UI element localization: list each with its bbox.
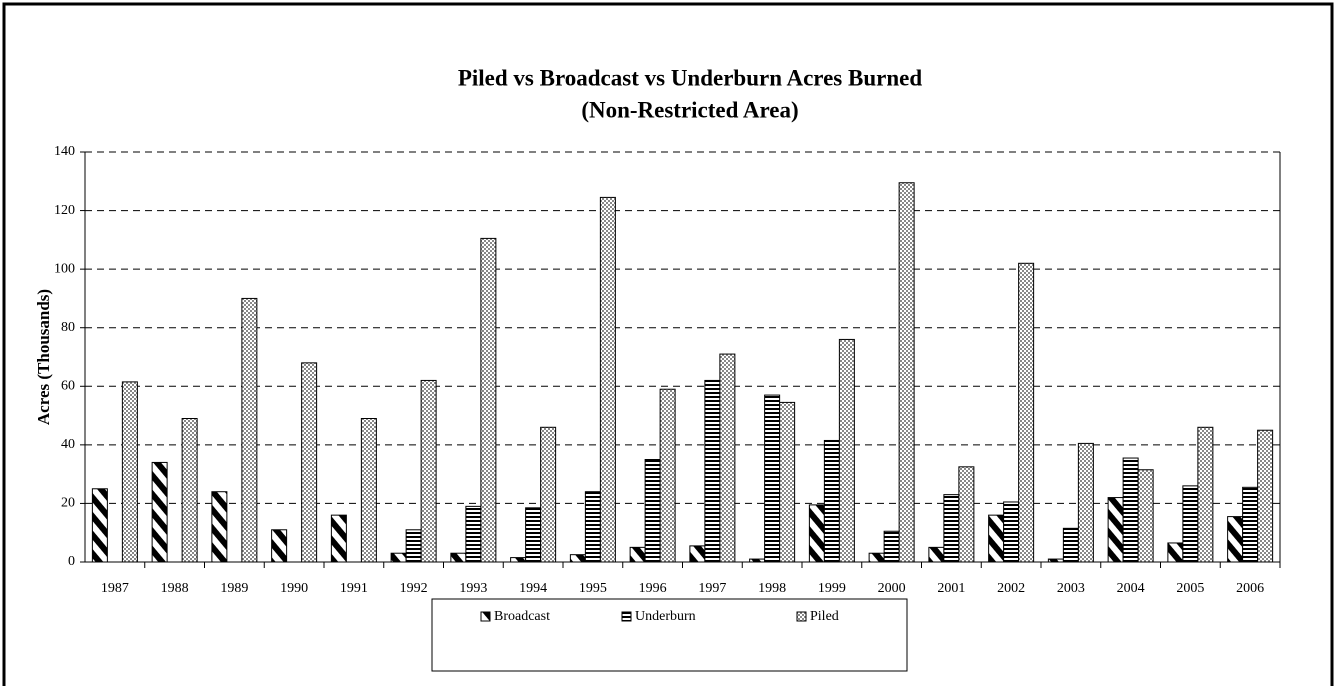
bar bbox=[1107, 497, 1124, 563]
x-tick-label: 1994 bbox=[519, 581, 547, 596]
x-tick-label: 2005 bbox=[1176, 581, 1204, 596]
x-tick-label: 2004 bbox=[1117, 581, 1145, 596]
bar bbox=[928, 546, 945, 563]
bar bbox=[1062, 527, 1079, 563]
bar bbox=[181, 418, 198, 563]
bar bbox=[838, 338, 855, 563]
bar bbox=[644, 459, 661, 563]
bar bbox=[1122, 457, 1139, 563]
chart-title: Piled vs Broadcast vs Underburn Acres Bu… bbox=[458, 65, 923, 90]
x-tick-label: 1988 bbox=[161, 581, 189, 596]
bar bbox=[1257, 429, 1274, 563]
bar bbox=[1167, 542, 1184, 563]
x-tick-label: 2001 bbox=[937, 581, 965, 596]
x-tick-label: 1998 bbox=[758, 581, 786, 596]
bar bbox=[1197, 426, 1214, 563]
x-tick-label: 1991 bbox=[340, 581, 368, 596]
bar bbox=[659, 388, 676, 563]
legend-label: Broadcast bbox=[494, 609, 550, 624]
legend-swatch bbox=[621, 611, 632, 622]
bar bbox=[719, 353, 736, 563]
bar bbox=[1077, 442, 1094, 563]
legend-label: Underburn bbox=[635, 609, 696, 624]
bar bbox=[898, 182, 915, 563]
chart-subtitle: (Non-Restricted Area) bbox=[581, 97, 798, 122]
y-tick-label: 60 bbox=[61, 379, 75, 394]
bar bbox=[420, 379, 437, 563]
bar bbox=[569, 554, 586, 563]
y-tick-label: 140 bbox=[54, 144, 75, 159]
bar bbox=[943, 494, 960, 563]
legend-label: Piled bbox=[810, 609, 839, 624]
bar bbox=[465, 505, 482, 563]
x-tick-label: 1996 bbox=[639, 581, 667, 596]
x-tick-label: 1989 bbox=[220, 581, 248, 596]
bar bbox=[823, 439, 840, 563]
x-tick-label: 1999 bbox=[818, 581, 846, 596]
y-tick-label: 0 bbox=[68, 554, 75, 569]
bar bbox=[480, 237, 497, 563]
bar bbox=[211, 491, 228, 563]
x-tick-label: 1995 bbox=[579, 581, 607, 596]
bar bbox=[390, 552, 407, 563]
x-tick-label: 2002 bbox=[997, 581, 1025, 596]
bar bbox=[330, 514, 347, 563]
bar bbox=[405, 529, 422, 563]
bar bbox=[704, 379, 721, 563]
y-tick-label: 120 bbox=[54, 203, 75, 218]
bar bbox=[958, 466, 975, 563]
x-tick-label: 1993 bbox=[459, 581, 487, 596]
bar bbox=[241, 297, 258, 563]
bar bbox=[1182, 485, 1199, 563]
legend-swatch bbox=[796, 611, 807, 622]
bar bbox=[599, 196, 616, 563]
bar bbox=[121, 381, 138, 563]
bar bbox=[1003, 501, 1020, 563]
legend bbox=[431, 598, 908, 672]
bar bbox=[988, 514, 1005, 563]
x-tick-label: 2003 bbox=[1057, 581, 1085, 596]
bar bbox=[1018, 262, 1035, 563]
x-tick-label: 2006 bbox=[1236, 581, 1264, 596]
bar bbox=[629, 546, 646, 563]
bar bbox=[1227, 516, 1244, 563]
bar bbox=[779, 401, 796, 563]
x-tick-label: 1997 bbox=[698, 581, 726, 596]
legend-swatch bbox=[480, 611, 491, 622]
y-tick-label: 100 bbox=[54, 261, 75, 276]
bar bbox=[525, 507, 542, 563]
x-tick-label: 1992 bbox=[400, 581, 428, 596]
y-tick-label: 80 bbox=[61, 320, 75, 335]
x-tick-label: 2000 bbox=[878, 581, 906, 596]
y-tick-label: 20 bbox=[61, 496, 75, 511]
bar bbox=[91, 488, 108, 563]
bar bbox=[510, 557, 527, 563]
bar bbox=[450, 552, 467, 563]
bar bbox=[883, 530, 900, 563]
bar bbox=[868, 552, 885, 563]
bar bbox=[689, 545, 706, 563]
bar bbox=[301, 362, 318, 563]
bar bbox=[540, 426, 557, 563]
y-tick-label: 40 bbox=[61, 437, 75, 452]
x-tick-label: 1990 bbox=[280, 581, 308, 596]
bar bbox=[808, 504, 825, 563]
bar bbox=[1137, 469, 1154, 563]
bar bbox=[271, 529, 288, 563]
bar bbox=[764, 394, 781, 563]
bar bbox=[584, 491, 601, 563]
bar bbox=[151, 461, 168, 563]
y-axis-title: Acres (Thousands) bbox=[34, 289, 53, 425]
bar bbox=[360, 418, 377, 563]
x-tick-label: 1987 bbox=[101, 581, 129, 596]
bar bbox=[1242, 486, 1259, 563]
